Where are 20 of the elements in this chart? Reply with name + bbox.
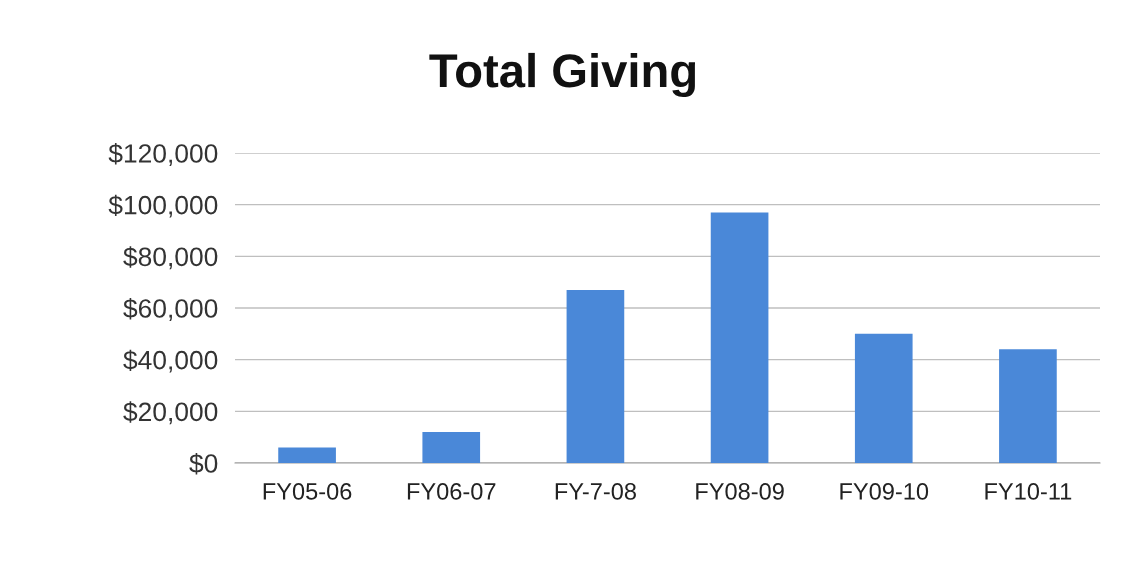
x-tick-label: FY05-06: [263, 483, 352, 500]
bar: [854, 333, 913, 463]
y-tick-label: $20,000: [123, 401, 218, 425]
bar: [999, 349, 1057, 463]
y-tick-label: $0: [189, 453, 218, 475]
x-tick-label: FY10-11: [985, 483, 1072, 500]
x-tick-label: FY-7-08: [555, 483, 636, 500]
y-tick-label: $60,000: [123, 298, 218, 321]
y-tick-label: $80,000: [123, 246, 218, 270]
y-tick-label: $100,000: [108, 194, 218, 218]
bar: [710, 212, 769, 463]
x-tick-label: FY08-09: [696, 483, 784, 500]
bar: [278, 447, 336, 463]
x-tick-label: FY09-10: [840, 483, 929, 500]
chart-title: Total Giving: [429, 52, 696, 98]
x-tick-label: FY06-07: [407, 483, 496, 500]
bar: [566, 289, 625, 463]
y-tick-label: $120,000: [108, 143, 218, 166]
y-tick-label: $40,000: [123, 349, 218, 373]
bar: [422, 432, 481, 463]
